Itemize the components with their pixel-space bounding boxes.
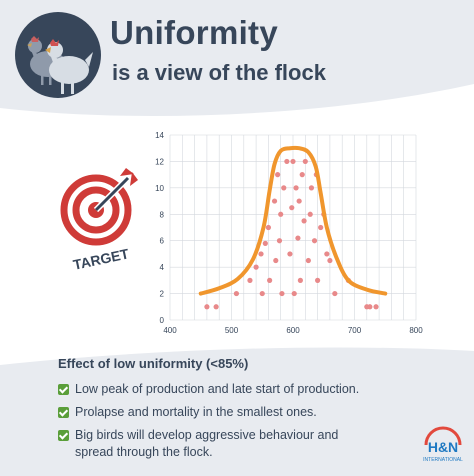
scatter-point — [265, 224, 271, 231]
y-axis-ticks: 0 2 4 6 8 10 12 14 — [155, 131, 164, 325]
scatter-point — [301, 218, 307, 224]
scatter-point — [287, 251, 293, 257]
scatter-point — [275, 172, 281, 178]
chickens-icon — [27, 36, 93, 94]
y-tick-label: 10 — [155, 184, 164, 193]
scatter-point — [308, 185, 315, 191]
effect-item-text: Low peak of production and late start of… — [75, 382, 360, 396]
y-tick-label: 14 — [155, 131, 164, 140]
checkmark-icon — [58, 430, 69, 441]
scatter-point — [327, 257, 333, 264]
effects-heading: Effect of low uniformity (<85%) — [58, 356, 249, 371]
target-label: TARGET — [72, 245, 131, 272]
scatter-point — [311, 238, 318, 244]
scatter-point — [318, 224, 324, 231]
scatter-point — [315, 277, 321, 283]
panel-wave — [0, 345, 474, 365]
scatter-point — [324, 251, 330, 257]
page-subtitle: is a view of the flock — [112, 60, 326, 85]
x-tick-label: 400 — [163, 326, 177, 335]
effect-item: Prolapse and mortality in the smallest o… — [58, 404, 375, 421]
scatter-point — [296, 198, 302, 204]
x-tick-label: 500 — [225, 326, 239, 335]
scatter-point — [279, 290, 285, 297]
scatter-point — [291, 290, 297, 297]
distribution-curve — [198, 145, 388, 296]
y-tick-label: 0 — [160, 316, 165, 325]
scatter-point — [247, 277, 253, 283]
x-axis-ticks: 400 500 600 700 800 — [163, 326, 423, 335]
scatter-point — [273, 257, 279, 264]
scatter-points — [204, 158, 379, 310]
hn-logo-arc-icon — [424, 426, 462, 446]
uniformity-chart: 0 2 4 6 8 10 12 14 400 500 600 700 800 — [155, 131, 423, 335]
scatter-point — [290, 158, 296, 165]
scatter-point — [284, 158, 290, 165]
scatter-point — [213, 304, 219, 310]
effect-item: Low peak of production and late start of… — [58, 381, 375, 398]
x-tick-label: 700 — [348, 326, 362, 335]
scatter-point — [373, 304, 379, 310]
scatter-point — [332, 290, 338, 297]
effects-panel — [0, 345, 474, 476]
scatter-point — [276, 238, 283, 244]
effect-item: Big birds will develop aggressive behavi… — [58, 427, 375, 461]
page-title: Uniformity — [110, 14, 278, 51]
scatter-point — [289, 205, 295, 211]
scatter-point — [295, 235, 301, 241]
scatter-point — [204, 304, 210, 310]
x-tick-label: 800 — [409, 326, 423, 335]
checkmark-icon — [58, 407, 69, 418]
y-tick-label: 8 — [160, 210, 165, 219]
scatter-point — [267, 277, 273, 283]
y-tick-label: 12 — [155, 157, 164, 166]
hn-logo: H&N INTERNATIONAL — [423, 426, 463, 463]
y-tick-label: 4 — [160, 263, 165, 272]
target-badge: TARGET — [60, 168, 138, 273]
scatter-point — [259, 290, 265, 297]
effect-item-text: Big birds will develop aggressive behavi… — [75, 428, 339, 459]
chicken-logo — [15, 12, 101, 98]
scatter-point — [307, 211, 313, 217]
scatter-point — [305, 257, 311, 264]
scatter-point — [302, 158, 308, 165]
scatter-point — [262, 240, 268, 246]
effect-item-text: Prolapse and mortality in the smallest o… — [75, 405, 317, 419]
scatter-point — [278, 211, 284, 217]
hn-logo-text: H&N — [428, 439, 458, 455]
target-icon — [60, 168, 138, 246]
scatter-point — [233, 290, 240, 297]
scatter-point — [258, 251, 264, 257]
scatter-point — [281, 185, 287, 191]
hn-logo-subtext: INTERNATIONAL — [423, 457, 463, 463]
scatter-point — [367, 304, 373, 310]
scatter-point — [299, 172, 305, 178]
scatter-point — [253, 264, 259, 270]
checkmark-icon — [58, 384, 69, 395]
y-tick-label: 6 — [160, 237, 165, 246]
scatter-point — [293, 185, 299, 191]
scatter-point — [271, 198, 278, 204]
scatter-point — [297, 277, 303, 283]
header-wave — [0, 84, 474, 120]
y-tick-label: 2 — [160, 290, 165, 299]
x-tick-label: 600 — [286, 326, 300, 335]
